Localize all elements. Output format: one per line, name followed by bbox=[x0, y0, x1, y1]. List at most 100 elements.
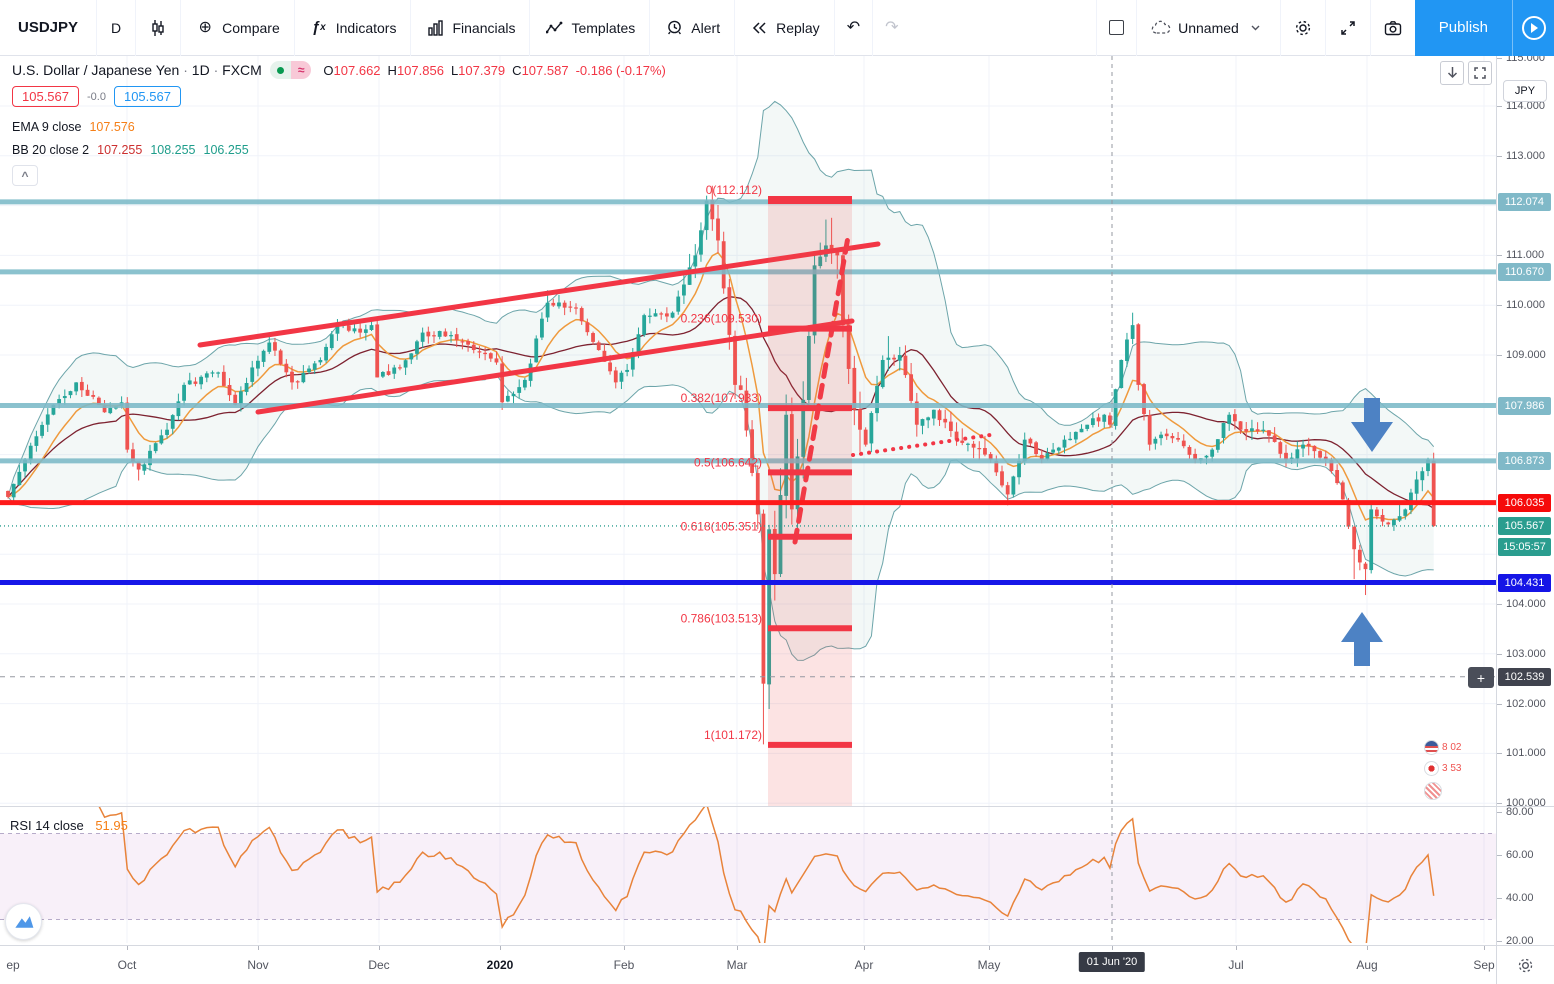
price-tick: 111.000 bbox=[1497, 249, 1544, 261]
time-tick: Feb bbox=[613, 958, 635, 972]
symbol-legend-row[interactable]: U.S. Dollar / Japanese Yen · 1D · FXCM ≈… bbox=[12, 61, 666, 79]
bid-price[interactable]: 105.567 bbox=[12, 86, 79, 107]
tick-mark bbox=[127, 946, 128, 950]
event-time: 3 53 bbox=[1442, 763, 1462, 774]
time-tick: 2020 bbox=[486, 958, 514, 972]
cloud-layout-button[interactable]: Unnamed bbox=[1136, 0, 1280, 56]
square-layout-icon bbox=[1109, 20, 1125, 35]
templates-button[interactable]: Templates bbox=[530, 0, 651, 56]
alert-button[interactable]: Alert bbox=[650, 0, 736, 56]
interval-button[interactable]: D bbox=[97, 0, 137, 56]
ema-label: EMA 9 close bbox=[12, 120, 82, 134]
publish-menu-button[interactable] bbox=[1512, 0, 1554, 56]
price-badge: 106.035 bbox=[1498, 494, 1551, 512]
circle-plus-icon: ⊕ bbox=[198, 18, 212, 36]
rsi-line bbox=[98, 807, 1435, 943]
price-tick: 20.00 bbox=[1497, 935, 1534, 947]
time-tick: Nov bbox=[247, 958, 269, 972]
compare-button[interactable]: ⊕ Compare bbox=[181, 0, 295, 56]
price-tick: 103.000 bbox=[1497, 648, 1546, 660]
ohlc-values: O107.662 H107.856 L107.379 C107.587 -0.1… bbox=[323, 62, 666, 78]
japan-flag-icon bbox=[1424, 761, 1439, 776]
zigzag-icon bbox=[544, 18, 564, 38]
symbol-button[interactable]: USDJPY bbox=[0, 0, 98, 56]
arrow-down-icon bbox=[1447, 67, 1457, 79]
event-marker[interactable]: 3 53 bbox=[1424, 761, 1461, 776]
price-badge: 102.539 bbox=[1498, 668, 1551, 686]
layout-name-label: Unnamed bbox=[1178, 19, 1239, 36]
collapse-legend-button[interactable]: ^ bbox=[12, 165, 38, 186]
camera-icon bbox=[1383, 18, 1403, 38]
price-axis[interactable]: JPY 115.000 114.000 113.000 111.000 110.000 1… bbox=[1496, 52, 1554, 947]
fib-label: 0.5(106.642) bbox=[694, 455, 762, 469]
play-icon bbox=[1521, 15, 1546, 40]
replay-button[interactable]: Replay bbox=[735, 0, 835, 56]
price-tick: 109.000 bbox=[1497, 349, 1546, 361]
price-tick: 80.00 bbox=[1497, 806, 1534, 818]
delayed-data-icon: ≈ bbox=[290, 61, 312, 79]
watchlist-layout-button[interactable] bbox=[1096, 0, 1136, 56]
market-status-pill[interactable]: ≈ bbox=[269, 61, 312, 79]
price-badge: 104.431 bbox=[1498, 574, 1551, 592]
price-tick: 104.000 bbox=[1497, 598, 1546, 610]
bid-ask-row: 105.567 -0.0 105.567 bbox=[12, 86, 666, 107]
ask-price[interactable]: 105.567 bbox=[113, 86, 181, 107]
price-badge: 15:05:57 bbox=[1498, 538, 1551, 556]
ema-value: 107.576 bbox=[89, 120, 135, 134]
redo-button[interactable]: ↷ bbox=[885, 18, 899, 36]
chart-settings-button[interactable] bbox=[1279, 0, 1325, 56]
time-tick: Oct bbox=[117, 958, 137, 972]
event-marker[interactable] bbox=[1424, 782, 1461, 800]
indicator-logo bbox=[5, 903, 42, 940]
fib-label: 0.236(109.530) bbox=[681, 312, 762, 326]
change-value: -0.186 (-0.17%) bbox=[575, 62, 666, 78]
add-alert-plus-button[interactable]: + bbox=[1468, 667, 1494, 688]
indicators-label: Indicators bbox=[335, 19, 397, 36]
bb-legend-row[interactable]: BB 20 close 2 107.255 108.255 106.255 bbox=[12, 143, 666, 157]
time-tick: May bbox=[977, 958, 1001, 972]
alert-label: Alert bbox=[691, 19, 721, 36]
tick-mark bbox=[500, 946, 501, 950]
currency-button[interactable]: JPY bbox=[1503, 80, 1547, 102]
toolbar-right-group: Unnamed Publish bbox=[1096, 0, 1554, 56]
chart-style-button[interactable] bbox=[136, 0, 182, 56]
axis-settings-button[interactable] bbox=[1496, 945, 1554, 984]
us-flag-icon bbox=[1424, 740, 1439, 755]
ema-legend-row[interactable]: EMA 9 close 107.576 bbox=[12, 120, 666, 134]
trend-channel-line bbox=[255, 318, 855, 415]
screenshot-button[interactable] bbox=[1369, 0, 1415, 56]
tick-mark bbox=[1112, 946, 1113, 950]
restore-chart-button[interactable] bbox=[1468, 61, 1492, 85]
bb-basis-value: 107.255 bbox=[97, 143, 143, 157]
financials-button[interactable]: Financials bbox=[411, 0, 531, 56]
financials-label: Financials bbox=[452, 19, 516, 36]
fullscreen-button[interactable] bbox=[1324, 0, 1370, 56]
time-tick: Aug bbox=[1356, 958, 1378, 972]
fullscreen-icon bbox=[1338, 18, 1358, 38]
event-time: 8 02 bbox=[1442, 742, 1462, 753]
price-pane: 0(112.112) 0.236(109.530) 0.382(107.933) 0.… bbox=[0, 56, 1496, 806]
rsi-pane bbox=[0, 807, 1496, 943]
rsi-legend-row[interactable]: RSI 14 close 51.95 bbox=[10, 818, 128, 833]
bb-upper-value: 108.255 bbox=[150, 143, 196, 157]
undo-button[interactable]: ↶ bbox=[835, 0, 874, 56]
publish-button[interactable]: Publish bbox=[1414, 0, 1512, 56]
market-open-dot-icon bbox=[276, 66, 284, 74]
scroll-down-button[interactable] bbox=[1440, 61, 1464, 85]
compare-label: Compare bbox=[222, 19, 280, 36]
time-tick: Jul bbox=[1228, 958, 1244, 972]
tick-mark bbox=[989, 946, 990, 950]
time-axis[interactable]: ep Oct Nov Dec 2020 Feb Mar Apr May 01 Jun '20 Jul… bbox=[0, 945, 1554, 984]
price-tick: 60.00 bbox=[1497, 849, 1534, 861]
event-marker[interactable]: 8 02 bbox=[1424, 740, 1461, 755]
price-tick: 110.000 bbox=[1497, 299, 1545, 311]
pane-separator[interactable] bbox=[0, 806, 1554, 807]
tick-mark bbox=[258, 946, 259, 950]
calendar-events: 8 02 3 53 bbox=[1424, 740, 1461, 806]
rsi-value: 51.95 bbox=[95, 818, 128, 833]
time-badge: 01 Jun '20 bbox=[1078, 952, 1146, 972]
